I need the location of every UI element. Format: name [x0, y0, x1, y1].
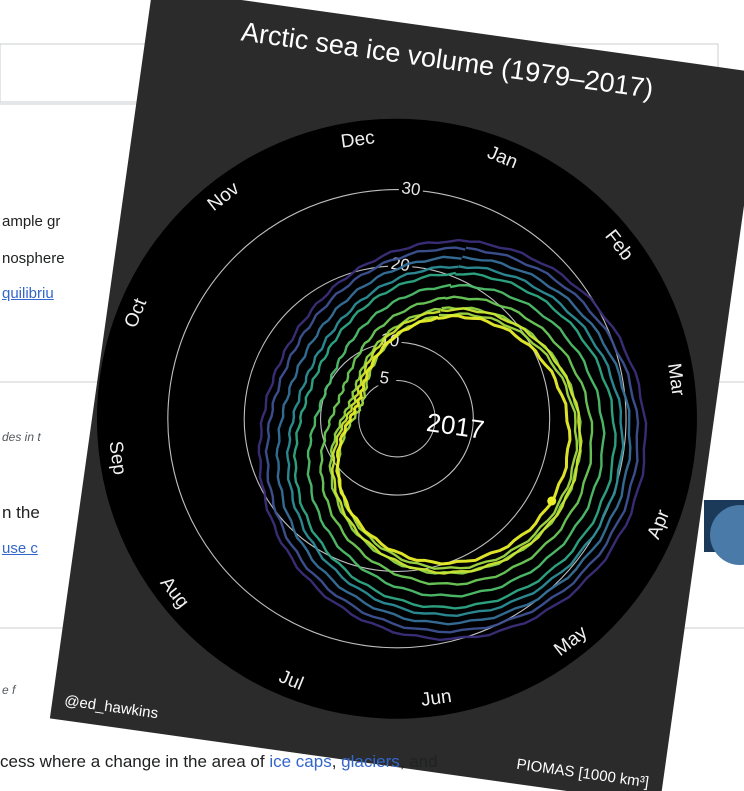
bg-text-fragment: ample gr: [2, 213, 61, 230]
bg-text-fragment: nosphere: [2, 250, 65, 267]
tick-label-bg: [398, 177, 425, 199]
body-text: , and: [399, 752, 438, 771]
ice-caps-link[interactable]: ice caps: [269, 752, 332, 771]
year-spiral-2005: [306, 283, 606, 598]
current-position-dot: [547, 496, 557, 506]
year-spiral-2015: [331, 307, 583, 575]
radial-gridline: [243, 265, 551, 572]
year-spiral-1995: [285, 265, 625, 618]
month-label-dec: Dec: [340, 127, 376, 152]
bg-link-fragment[interactable]: quilibriu: [2, 285, 54, 302]
month-label-mar: Mar: [663, 362, 688, 398]
radial-gridline: [167, 189, 627, 649]
bg-text-fragment: e f: [2, 683, 16, 697]
bg-text-fragment: n the: [2, 503, 40, 522]
year-spiral-1985: [264, 246, 640, 634]
glaciers-link[interactable]: glaciers: [341, 752, 400, 771]
month-label-sep: Sep: [104, 440, 130, 476]
tick-label-bg: [371, 366, 398, 388]
bg-link-fragment[interactable]: use c: [2, 540, 38, 557]
radial-tick-label: 30: [400, 178, 421, 199]
body-text: cess where a change in the area of: [0, 752, 270, 771]
body-text: ,: [331, 752, 342, 771]
radial-gridline: [320, 341, 474, 496]
radial-tick-label: 5: [378, 368, 390, 388]
plot-disc: [96, 118, 697, 719]
year-spiral-2017: [335, 314, 572, 566]
earth-thumbnail-globe: [710, 505, 744, 565]
month-label-jun: Jun: [420, 686, 453, 711]
bg-text-fragment: des in t: [2, 430, 41, 444]
article-bottom-line: cess where a change in the area of ice c…: [0, 752, 744, 791]
year-spiral-1979: [257, 238, 648, 642]
year-spiral-2008: [319, 295, 594, 586]
year-spiral-1990: [275, 255, 632, 626]
radial-gridline: [358, 379, 436, 458]
year-spiral-2000: [292, 271, 617, 610]
